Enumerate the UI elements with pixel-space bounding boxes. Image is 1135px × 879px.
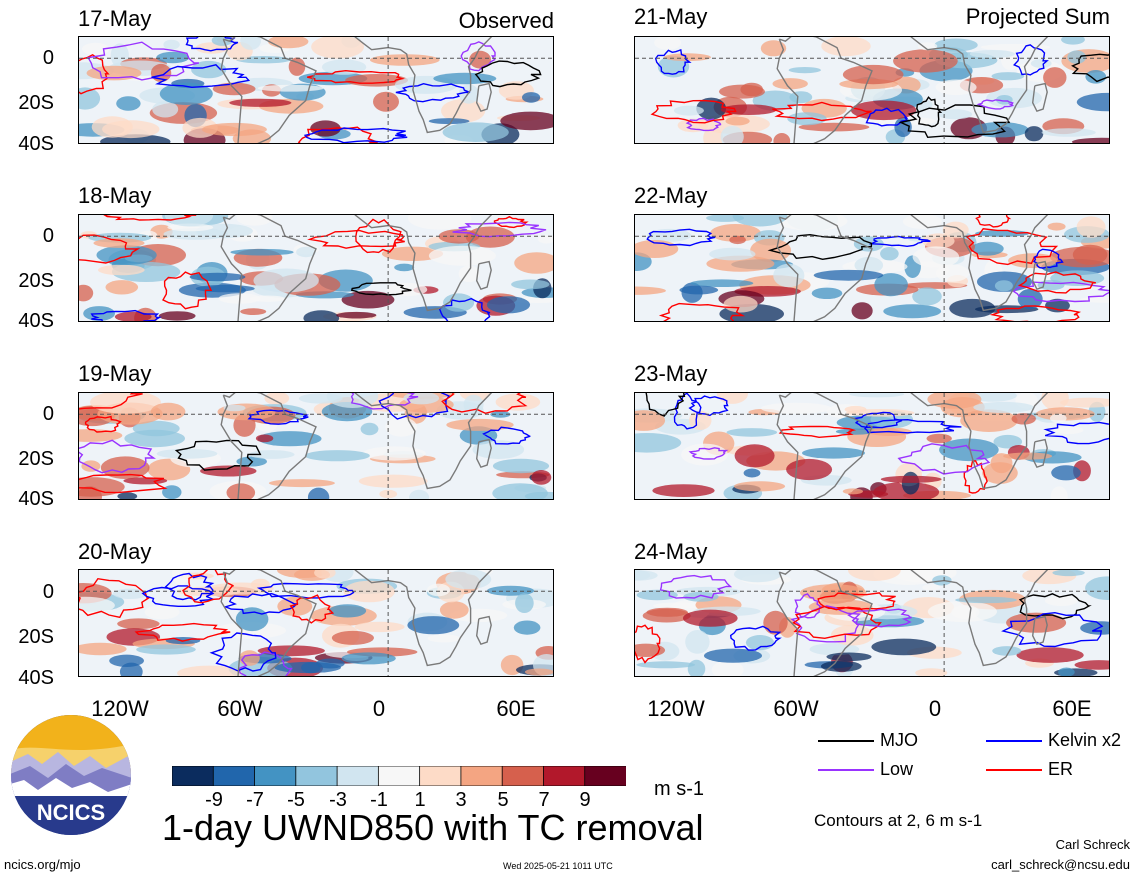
colorbar-units: m s-1	[654, 778, 704, 800]
ncics-logo: NCICS	[10, 714, 132, 836]
colorbar	[171, 765, 627, 787]
lon-label-60w: 60W	[217, 696, 263, 721]
lat-label-20s: 20S	[18, 448, 54, 470]
lat-label-0: 0	[42, 47, 54, 69]
lat-label-20s: 20S	[18, 92, 54, 114]
colorbar-swatch	[171, 765, 215, 787]
lat-label-40s: 40S	[18, 667, 54, 689]
colorbar-swatch	[377, 765, 421, 787]
colorbar-label: -1	[370, 789, 388, 811]
lon-label-0: 0	[372, 696, 386, 721]
colorbar-swatch	[295, 765, 338, 787]
website-url: ncics.org/mjo	[4, 857, 81, 872]
colorbar-label: 9	[579, 789, 591, 811]
legend-label-er: ER	[1048, 759, 1074, 779]
colorbar-label: -3	[329, 789, 347, 811]
map-panel-17-may	[78, 36, 554, 144]
legend-line-mjo	[818, 740, 874, 742]
panel-date-22-may: 22-May	[634, 183, 708, 208]
legend-line-er	[986, 769, 1042, 771]
author-email: carl_schreck@ncsu.edu	[991, 857, 1130, 872]
lat-label-40s: 40S	[18, 310, 54, 332]
lat-label-40s: 40S	[18, 133, 54, 155]
colorbar-label: 7	[538, 789, 550, 811]
lat-label-20s: 20S	[18, 270, 54, 292]
lat-label-20s: 20S	[18, 626, 54, 648]
map-panel-21-may	[634, 36, 1110, 144]
author-name: Carl Schreck	[1055, 837, 1130, 852]
lon-label-60e: 60E	[1052, 696, 1092, 721]
lon-label-60e: 60E	[496, 696, 536, 721]
observed-label: Observed	[458, 8, 554, 33]
colorbar-label: 5	[497, 789, 509, 811]
colorbar-swatch	[419, 765, 462, 787]
map-panel-18-may	[78, 214, 554, 322]
map-panel-22-may	[634, 214, 1110, 322]
lat-label-0: 0	[42, 225, 54, 247]
colorbar-swatch	[584, 765, 627, 787]
colorbar-swatch	[212, 765, 256, 787]
colorbar-label: 1	[414, 789, 426, 811]
panel-date-18-may: 18-May	[78, 183, 152, 208]
panel-date-17-may: 17-May	[78, 6, 152, 31]
ncics-logo-icon: NCICS	[11, 715, 131, 835]
map-panel-24-may	[634, 569, 1110, 677]
colorbar-swatch	[543, 765, 586, 787]
map-panel-19-may	[78, 392, 554, 500]
colorbar-swatch	[254, 765, 297, 787]
colorbar-label: 3	[455, 789, 467, 811]
panel-date-24-may: 24-May	[634, 539, 708, 564]
colorbar-label: -9	[205, 789, 223, 811]
colorbar-swatch	[336, 765, 380, 787]
map-panel-23-may	[634, 392, 1110, 500]
colorbar-label: -7	[246, 789, 264, 811]
projected-sum-label: Projected Sum	[965, 4, 1110, 29]
panel-date-23-may: 23-May	[634, 361, 708, 386]
ncics-logo-text: NCICS	[37, 800, 105, 825]
legend-line-kelvin	[986, 740, 1042, 742]
legend-line-low	[818, 769, 874, 771]
lat-label-0: 0	[42, 403, 54, 425]
legend-label-low: Low	[880, 759, 914, 779]
lon-label-120w: 120W	[91, 696, 149, 721]
lat-label-40s: 40S	[18, 488, 54, 510]
lon-label-120w: 120W	[647, 696, 705, 721]
lat-label-0: 0	[42, 581, 54, 603]
panel-date-21-may: 21-May	[634, 4, 708, 29]
figure-title: 1-day UWND850 with TC removal	[162, 807, 704, 848]
legend-label-mjo: MJO	[880, 730, 918, 750]
contours-note: Contours at 2, 6 m s-1	[814, 811, 983, 830]
panel-date-19-may: 19-May	[78, 361, 152, 386]
colorbar-swatch	[460, 765, 504, 787]
legend-label-kelvin: Kelvin x2	[1048, 730, 1122, 750]
colorbar-swatch	[501, 765, 545, 787]
panel-date-20-may: 20-May	[78, 539, 152, 564]
map-panel-20-may	[78, 569, 554, 677]
colorbar-label: -5	[287, 789, 305, 811]
lon-label-60w: 60W	[773, 696, 819, 721]
lon-label-0: 0	[928, 696, 942, 721]
timestamp: Wed 2025-05-21 1011 UTC	[503, 861, 613, 871]
